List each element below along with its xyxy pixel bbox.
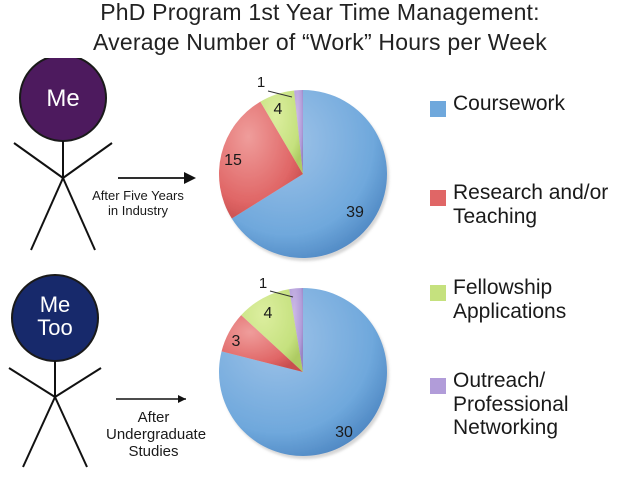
svg-text:15: 15 [224,152,242,169]
svg-text:3: 3 [232,333,241,350]
svg-text:30: 30 [335,424,353,441]
svg-text:1: 1 [257,74,265,91]
svg-text:1: 1 [259,275,267,292]
svg-text:39: 39 [346,204,364,221]
svg-text:4: 4 [274,101,283,118]
svg-text:4: 4 [264,305,273,322]
